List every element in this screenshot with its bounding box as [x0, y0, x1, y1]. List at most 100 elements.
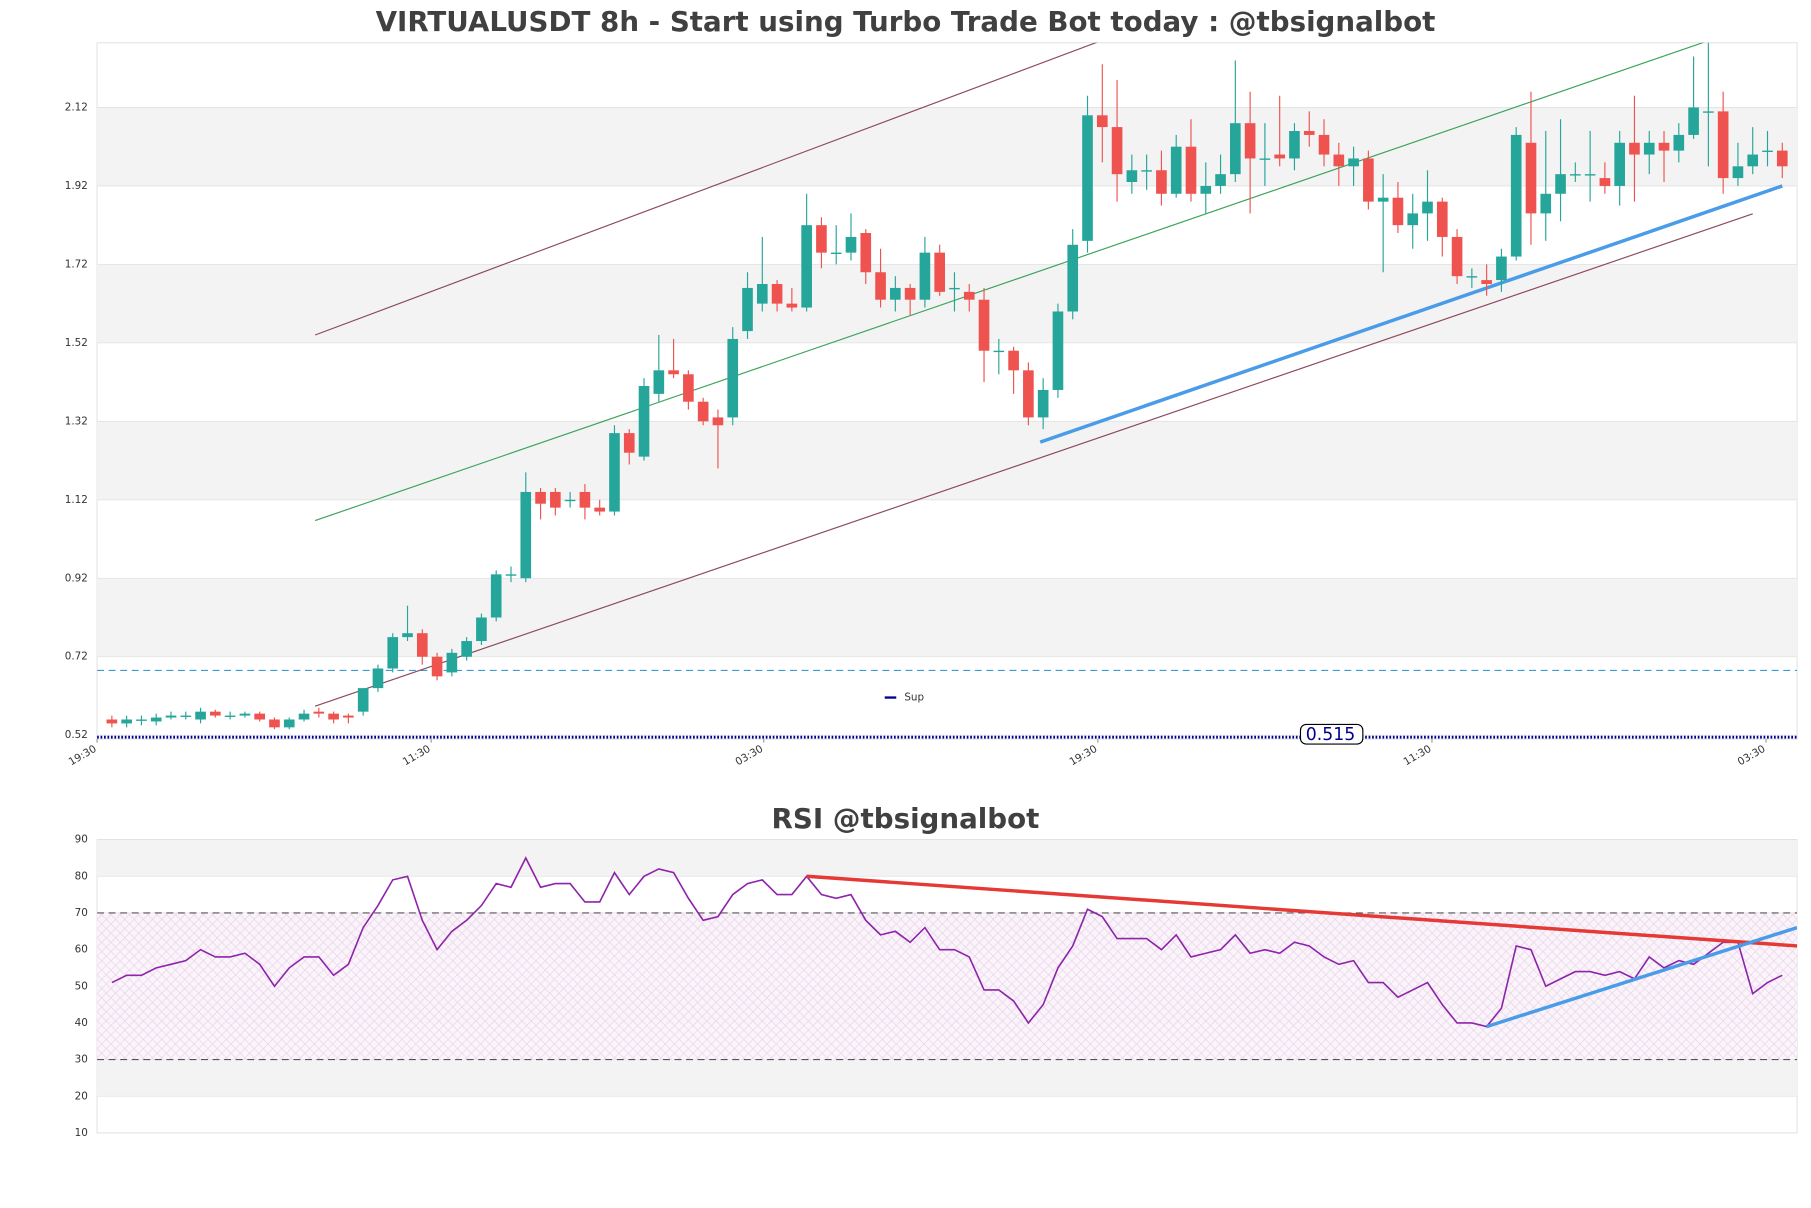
y-tick-label: 1.12 — [65, 494, 88, 506]
candle-body — [1570, 174, 1581, 176]
y-tick-label: 0.92 — [65, 572, 88, 584]
candle-body — [387, 637, 399, 669]
candle-body — [1629, 142, 1640, 155]
candle-body — [446, 652, 458, 673]
grid-band — [97, 578, 1798, 657]
candle-body — [727, 338, 739, 418]
candle-body — [1303, 131, 1315, 135]
candle-body — [535, 491, 546, 504]
candle-body — [195, 711, 206, 720]
candle-body — [801, 225, 812, 308]
candle-body — [712, 417, 724, 426]
y-tick-label: 60 — [75, 944, 88, 956]
candle-body — [431, 656, 443, 677]
candle-body — [1762, 150, 1773, 153]
price-label: 0.515 — [1306, 725, 1356, 745]
candle-body — [609, 433, 620, 512]
candle-body — [313, 711, 325, 714]
trend-line — [1486, 925, 1798, 1029]
candle-body — [1599, 178, 1611, 186]
candle-body — [1717, 111, 1729, 179]
chart-title: VIRTUALUSDT 8h - Start using Turbo Trade… — [376, 5, 1436, 38]
x-tick-label: 11:30 — [401, 743, 433, 768]
candle-body — [697, 401, 709, 422]
candle-body — [1584, 174, 1596, 176]
candle-body — [1658, 142, 1670, 151]
candle-body — [1156, 170, 1167, 194]
candle-body — [1200, 185, 1212, 194]
candle-body — [505, 574, 517, 576]
trend-line — [1039, 184, 1783, 444]
candle-body — [269, 719, 280, 728]
y-tick-label: 1.32 — [65, 415, 88, 427]
grid-band — [97, 839, 1798, 877]
plot-content — [97, 42, 1798, 739]
candle-body — [1643, 142, 1655, 155]
candle-body — [328, 713, 339, 720]
y-tick-label: 80 — [75, 870, 88, 882]
candle-body — [1244, 123, 1256, 159]
candle-body — [623, 433, 635, 453]
candle-body — [1185, 146, 1197, 194]
candle-body — [1688, 107, 1699, 135]
candle-body — [1170, 146, 1182, 194]
grid-band — [97, 1059, 1798, 1097]
rsi-zone — [97, 912, 1798, 1060]
candle-body — [742, 287, 753, 332]
price-panel: 0.52 0.72 0.92 1.12 1.32 1.52 1.72 1.92 2.12 19:3… — [65, 42, 1798, 768]
y-tick-label: 70 — [75, 907, 88, 919]
rsi-panel: 10 20 30 40 50 60 70 80 90 — [75, 834, 1798, 1139]
candle-body — [1422, 201, 1433, 214]
candle-body — [1008, 350, 1019, 371]
y-tick-label: 1.72 — [65, 258, 88, 270]
candle-body — [1348, 158, 1359, 167]
candle-body — [860, 233, 872, 273]
candle-body — [1141, 170, 1152, 172]
trend-line — [314, 213, 1753, 707]
candle-body — [1747, 154, 1759, 167]
grid-band — [97, 107, 1798, 186]
candle-body — [1215, 174, 1226, 186]
candle-body — [224, 715, 236, 717]
candle-body — [786, 303, 798, 308]
candle-body — [683, 374, 694, 402]
candle-body — [1274, 154, 1286, 159]
candle-body — [165, 715, 177, 718]
y-tick-label: 1.52 — [65, 337, 88, 349]
candle-body — [771, 284, 783, 304]
trend-line — [314, 42, 1098, 336]
candle-body — [816, 225, 827, 253]
y-tick-label: 90 — [75, 834, 88, 846]
candle-body — [1067, 244, 1079, 312]
candle-body — [830, 252, 842, 255]
grid-band — [97, 421, 1798, 500]
candle-body — [402, 633, 413, 638]
candle-body — [106, 719, 118, 724]
candle-body — [1052, 311, 1064, 390]
candle-body — [904, 287, 916, 300]
candle-body — [520, 491, 532, 579]
grid-band — [97, 264, 1798, 343]
y-tick-label: 50 — [75, 980, 88, 992]
candle-body — [1363, 158, 1374, 202]
y-tick-label: 1.92 — [65, 180, 88, 192]
candle-body — [1023, 370, 1034, 418]
candle-body — [579, 491, 591, 508]
candle-body — [210, 711, 221, 716]
x-tick-label: 19:30 — [67, 743, 99, 768]
candle-body — [1555, 174, 1566, 194]
candle-body — [1436, 201, 1448, 237]
candle-body — [1259, 158, 1271, 160]
x-tick-label: 19:30 — [1067, 743, 1099, 768]
candle-body — [1466, 276, 1478, 278]
price-label-box — [1299, 723, 1364, 745]
candle-body — [919, 252, 931, 300]
candle-body — [1510, 134, 1522, 257]
candle-body — [594, 507, 606, 512]
y-tick-label: 0.52 — [65, 729, 88, 741]
candle-body — [1082, 115, 1093, 241]
candle-body — [993, 350, 1005, 353]
candle-body — [416, 633, 428, 657]
trend-line — [314, 42, 1705, 522]
